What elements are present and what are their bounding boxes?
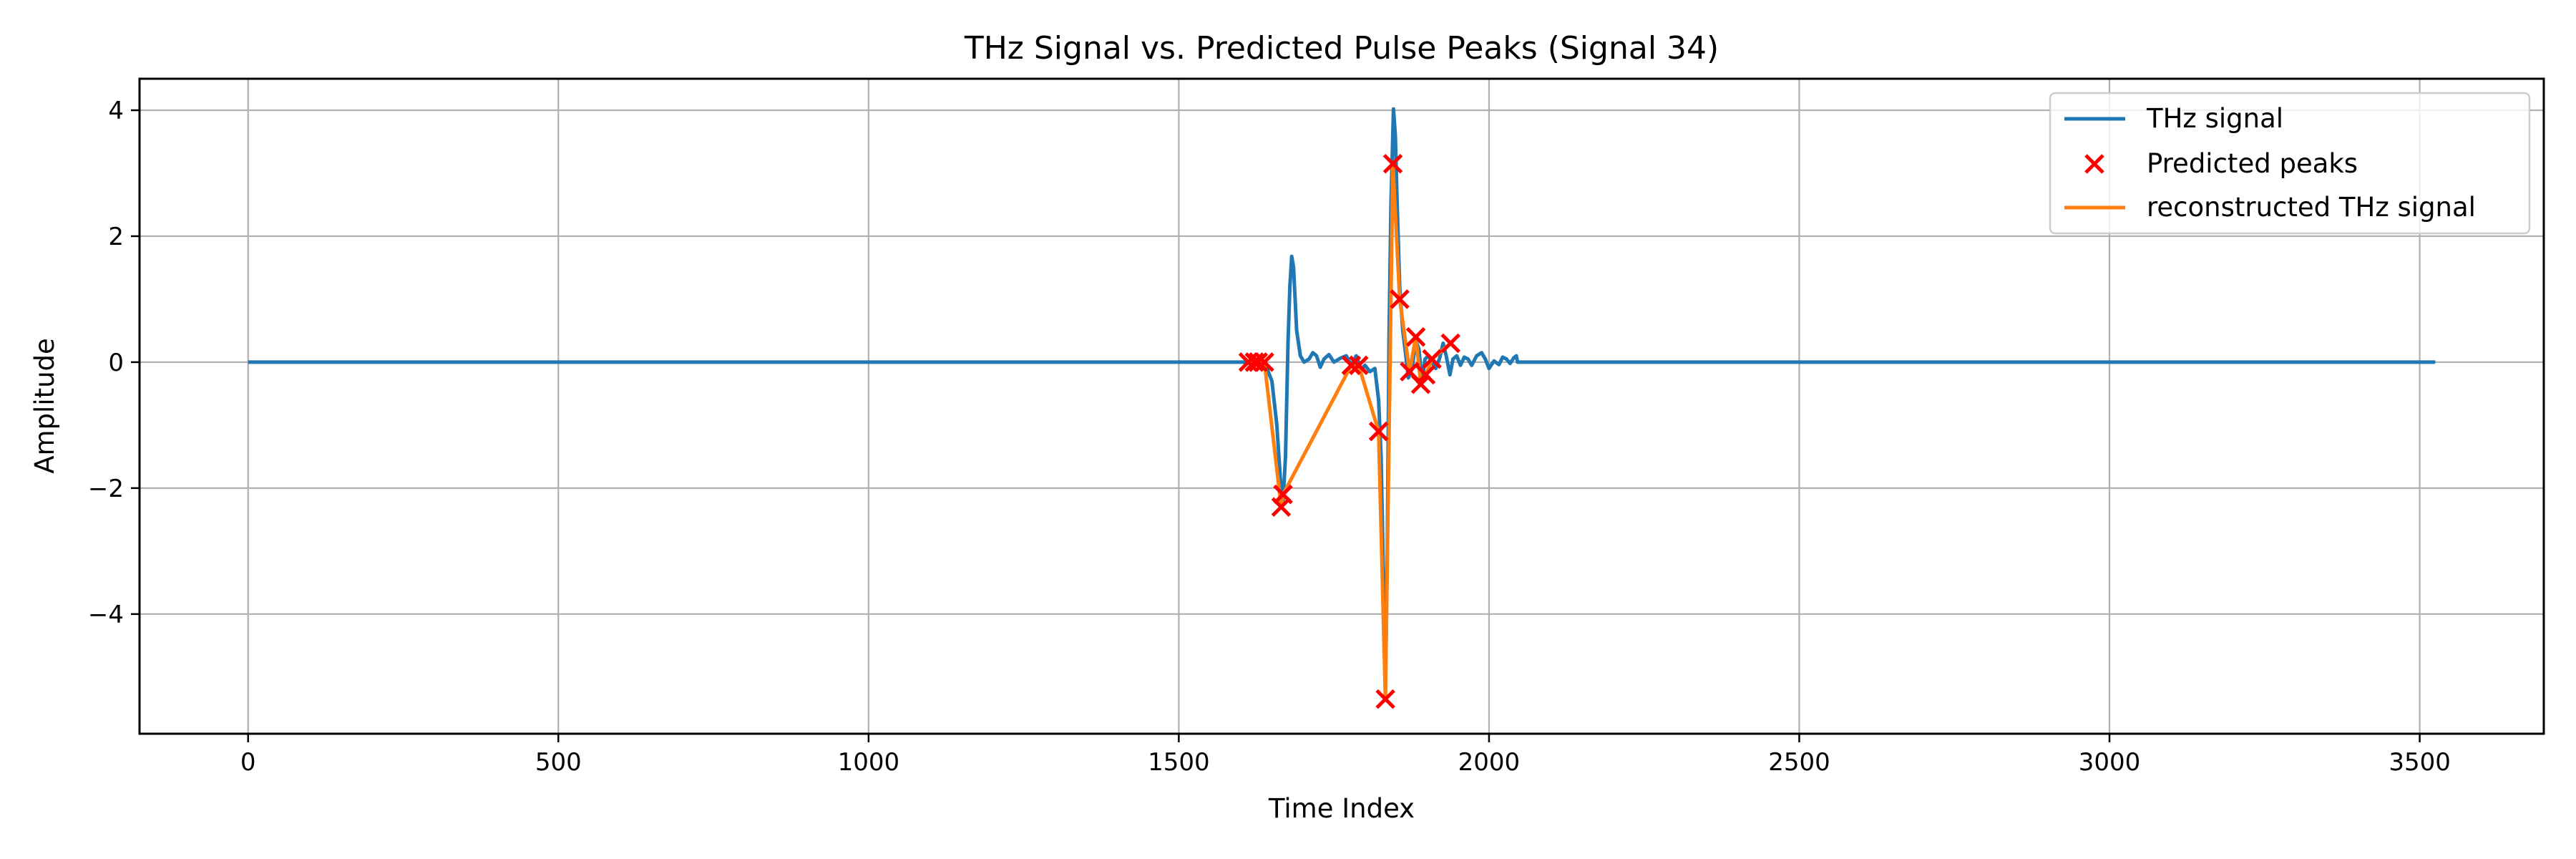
predicted-peak-marker	[1273, 484, 1293, 505]
legend-swatch-predicted-peaks	[2084, 154, 2104, 174]
legend-label-thz-signal: THz signal	[2146, 103, 2283, 134]
x-tick-label: 2500	[1768, 748, 1830, 777]
y-tick-label: −2	[88, 475, 124, 503]
plot-frame	[138, 77, 2545, 735]
x-tick-label: 0	[240, 748, 256, 777]
predicted-peak-marker	[1422, 349, 1442, 369]
x-tick-label: 1500	[1148, 748, 1210, 777]
legend-box	[2049, 92, 2531, 235]
predicted-peak-marker	[1375, 689, 1395, 709]
chart-title: THz Signal vs. Predicted Pulse Peaks (Si…	[964, 30, 1719, 67]
predicted-peak-marker	[1248, 352, 1269, 372]
x-tick-label: 3000	[2079, 748, 2141, 777]
y-tick-label: 2	[108, 223, 124, 251]
predicted-peak-marker	[1349, 355, 1369, 376]
y-tick-label: −4	[88, 601, 124, 629]
x-tick-label: 1000	[838, 748, 900, 777]
predicted-peak-marker	[1410, 374, 1431, 394]
x-tick-label: 500	[535, 748, 582, 777]
legend: THz signal Predicted peaks reconstructed…	[2049, 92, 2531, 235]
x-tick-label: 3500	[2389, 748, 2451, 777]
predicted-peak-marker	[1390, 289, 1410, 309]
x-axis-label: Time Index	[1268, 793, 1415, 824]
predicted-peak-marker	[1368, 421, 1389, 442]
predicted-peak-marker	[1254, 352, 1274, 372]
predicted-peak-marker	[1341, 355, 1362, 376]
predicted-peak-marker	[1415, 364, 1436, 385]
y-axis-label: Amplitude	[29, 338, 60, 474]
y-tick-label: 4	[108, 97, 124, 125]
x-tick-label: 2000	[1458, 748, 1521, 777]
predicted-peak-marker	[1440, 333, 1460, 354]
ticks: 0 500 1000 1500 2000 2500 3000 3500 −4 −2 0 2 4	[88, 97, 2451, 777]
legend-label-reconstructed-signal: reconstructed THz signal	[2147, 192, 2476, 223]
legend-label-predicted-peaks: Predicted peaks	[2147, 148, 2358, 179]
predicted-peak-marker	[1382, 154, 1403, 174]
predicted-peak-marker	[1405, 326, 1426, 347]
plot-area	[248, 107, 2436, 709]
y-tick-label: 0	[108, 349, 124, 377]
